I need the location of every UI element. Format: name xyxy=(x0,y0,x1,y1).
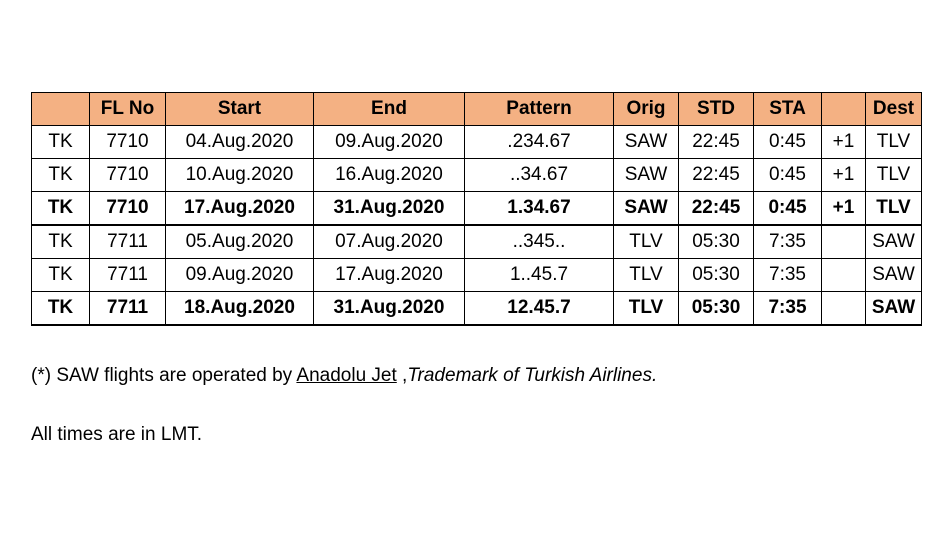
notes: (*) SAW flights are operated by Anadolu … xyxy=(31,364,657,447)
cell-start: 05.Aug.2020 xyxy=(165,224,314,259)
cell-dest: SAW xyxy=(865,224,922,259)
cell-end: 31.Aug.2020 xyxy=(313,291,465,326)
table-header-row: FL No Start End Pattern Orig STD STA Des… xyxy=(31,92,922,126)
header-orig: Orig xyxy=(613,92,679,126)
cell-sta: 0:45 xyxy=(753,125,822,159)
operator-note-prefix: (*) SAW flights are operated by xyxy=(31,365,297,386)
cell-start: 18.Aug.2020 xyxy=(165,291,314,326)
operator-note: (*) SAW flights are operated by Anadolu … xyxy=(31,364,657,388)
cell-std: 05:30 xyxy=(678,291,754,326)
cell-std: 05:30 xyxy=(678,224,754,259)
cell-airline: TK xyxy=(31,224,90,259)
cell-std: 22:45 xyxy=(678,191,754,226)
cell-start: 09.Aug.2020 xyxy=(165,258,314,292)
header-airline xyxy=(31,92,90,126)
header-sta: STA xyxy=(753,92,822,126)
table-row: TK 7710 17.Aug.2020 31.Aug.2020 1.34.67 SAW 22… xyxy=(31,191,922,226)
cell-day-offset xyxy=(821,258,866,292)
cell-day-offset xyxy=(821,224,866,259)
cell-end: 31.Aug.2020 xyxy=(313,191,465,226)
cell-pattern: .234.67 xyxy=(464,125,614,159)
cell-day-offset: +1 xyxy=(821,125,866,159)
cell-pattern: 1.34.67 xyxy=(464,191,614,226)
cell-std: 22:45 xyxy=(678,158,754,192)
cell-fl-no: 7710 xyxy=(89,158,166,192)
cell-airline: TK xyxy=(31,191,90,226)
cell-fl-no: 7710 xyxy=(89,191,166,226)
cell-airline: TK xyxy=(31,291,90,326)
operator-note-suffix: , xyxy=(396,365,408,386)
cell-pattern: 1..45.7 xyxy=(464,258,614,292)
header-day-offset xyxy=(821,92,866,126)
cell-start: 17.Aug.2020 xyxy=(165,191,314,226)
cell-day-offset xyxy=(821,291,866,326)
cell-sta: 7:35 xyxy=(753,291,822,326)
anadolu-jet-link[interactable]: Anadolu Jet xyxy=(296,365,397,386)
cell-end: 09.Aug.2020 xyxy=(313,125,465,159)
cell-pattern: ..345.. xyxy=(464,224,614,259)
cell-dest: TLV xyxy=(865,191,922,226)
cell-sta: 7:35 xyxy=(753,258,822,292)
cell-sta: 7:35 xyxy=(753,224,822,259)
cell-std: 22:45 xyxy=(678,125,754,159)
cell-orig: TLV xyxy=(613,224,679,259)
table-body: TK 7710 04.Aug.2020 09.Aug.2020.234.67 SAW 22… xyxy=(31,125,922,326)
cell-orig: TLV xyxy=(613,291,679,326)
cell-orig: SAW xyxy=(613,125,679,159)
cell-fl-no: 7711 xyxy=(89,224,166,259)
header-fl-no: FL No xyxy=(89,92,166,126)
table-row: TK 7710 10.Aug.2020 16.Aug.2020 ..34.67 SAW 22… xyxy=(31,158,922,192)
cell-fl-no: 7711 xyxy=(89,291,166,326)
table-row: TK 7711 09.Aug.2020 17.Aug.2020 1..45.7 TLV 05… xyxy=(31,258,922,292)
cell-pattern: ..34.67 xyxy=(464,158,614,192)
trademark-note: Trademark of Turkish Airlines. xyxy=(407,365,658,386)
cell-dest: TLV xyxy=(865,158,922,192)
header-dest: Dest xyxy=(865,92,922,126)
cell-airline: TK xyxy=(31,258,90,292)
cell-orig: SAW xyxy=(613,191,679,226)
cell-dest: SAW xyxy=(865,291,922,326)
cell-day-offset: +1 xyxy=(821,191,866,226)
cell-fl-no: 7710 xyxy=(89,125,166,159)
header-std: STD xyxy=(678,92,754,126)
cell-start: 10.Aug.2020 xyxy=(165,158,314,192)
cell-sta: 0:45 xyxy=(753,158,822,192)
table-row: TK 7711 05.Aug.2020 07.Aug.2020 ..345.. TLV 05… xyxy=(31,224,922,259)
cell-end: 07.Aug.2020 xyxy=(313,224,465,259)
header-pattern: Pattern xyxy=(464,92,614,126)
times-note: All times are in LMT. xyxy=(31,424,203,445)
cell-orig: SAW xyxy=(613,158,679,192)
cell-end: 16.Aug.2020 xyxy=(313,158,465,192)
cell-start: 04.Aug.2020 xyxy=(165,125,314,159)
flight-schedule-table: FL No Start End Pattern Orig STD STA Des… xyxy=(31,92,922,326)
header-start: Start xyxy=(165,92,314,126)
cell-pattern: 12.45.7 xyxy=(464,291,614,326)
cell-end: 17.Aug.2020 xyxy=(313,258,465,292)
cell-airline: TK xyxy=(31,125,90,159)
table-row: TK 7710 04.Aug.2020 09.Aug.2020.234.67 SAW 22… xyxy=(31,125,922,159)
cell-orig: TLV xyxy=(613,258,679,292)
cell-sta: 0:45 xyxy=(753,191,822,226)
table-row: TK 7711 18.Aug.2020 31.Aug.2020 12.45.7 TLV 05… xyxy=(31,291,922,326)
header-end: End xyxy=(313,92,465,126)
cell-fl-no: 7711 xyxy=(89,258,166,292)
cell-std: 05:30 xyxy=(678,258,754,292)
cell-dest: SAW xyxy=(865,258,922,292)
cell-airline: TK xyxy=(31,158,90,192)
cell-dest: TLV xyxy=(865,125,922,159)
cell-day-offset: +1 xyxy=(821,158,866,192)
